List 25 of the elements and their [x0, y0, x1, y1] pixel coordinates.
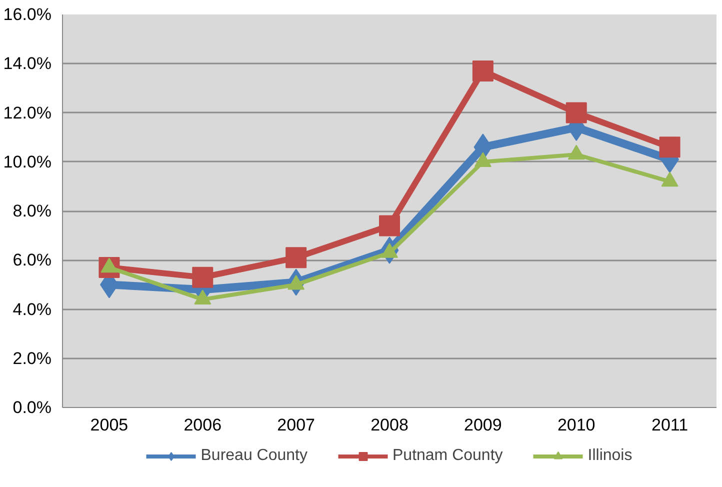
- y-tick-label: 4.0%: [12, 300, 52, 319]
- point: [286, 247, 307, 268]
- y-tick-label: 2.0%: [12, 348, 52, 368]
- x-tick-label: 2007: [277, 416, 315, 434]
- point: [659, 136, 680, 158]
- y-tick-label: 12.0%: [3, 103, 52, 122]
- point: [192, 266, 214, 288]
- y-tick-label: 8.0%: [12, 202, 52, 220]
- x-tick-label: 2006: [184, 416, 222, 434]
- point: [472, 60, 494, 82]
- legend-label: Illinois: [588, 447, 632, 465]
- legend-label: Bureau County: [200, 447, 308, 465]
- x-tick-label: 2011: [652, 416, 688, 434]
- x-tick-label: 2008: [370, 416, 408, 434]
- x-tick-label: 2010: [557, 416, 596, 434]
- x-tick-label: 2005: [90, 416, 128, 434]
- y-tick-label: 14.0%: [3, 54, 52, 74]
- x-tick-label: 2009: [464, 416, 502, 434]
- point: [379, 215, 400, 236]
- y-tick-label: 16.0%: [3, 5, 52, 24]
- point: [566, 102, 587, 124]
- y-tick-label: 0.0%: [12, 398, 52, 417]
- y-tick-label: 10.0%: [3, 152, 52, 172]
- legend-label: Putnam County: [392, 447, 503, 465]
- y-tick-label: 6.0%: [12, 250, 52, 270]
